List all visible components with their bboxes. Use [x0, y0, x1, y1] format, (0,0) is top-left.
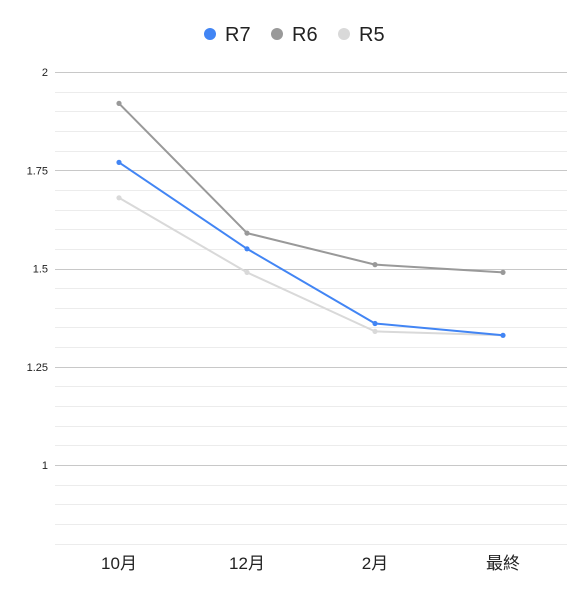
data-point	[372, 328, 378, 334]
y-tick-label: 1.25	[27, 362, 48, 374]
legend-label: R5	[359, 24, 385, 46]
data-point	[372, 320, 378, 327]
series-R5	[116, 195, 506, 338]
x-tick-label: 12月	[229, 554, 265, 573]
legend-item-R5: R5	[338, 24, 385, 46]
y-tick-label: 2	[42, 67, 48, 79]
x-tick-label: 2月	[362, 554, 388, 573]
data-point	[244, 246, 250, 252]
y-tick-label: 1	[42, 460, 48, 472]
series-line	[118, 161, 504, 337]
data-point	[244, 230, 250, 236]
data-point	[372, 262, 378, 268]
legend-marker	[204, 28, 216, 40]
data-point	[116, 100, 122, 106]
series-lines	[116, 100, 506, 338]
y-tick-label: 1.5	[33, 264, 48, 276]
gridlines	[55, 72, 567, 545]
y-axis-ticks: 1 1.25 1.5 1.75 2	[27, 67, 48, 472]
legend-marker	[338, 28, 350, 40]
legend-marker	[271, 28, 283, 40]
legend-item-R6: R6	[271, 24, 318, 46]
x-tick-label: 10月	[101, 554, 137, 573]
series-R7	[116, 159, 506, 338]
x-axis-ticks: 10月 12月 2月 最終	[101, 554, 520, 573]
legend-label: R7	[225, 24, 251, 46]
data-point	[500, 269, 506, 275]
series-R6	[116, 100, 506, 275]
data-point	[116, 195, 122, 201]
legend-item-R7: R7	[204, 24, 251, 46]
y-tick-label: 1.75	[27, 165, 48, 177]
data-point	[244, 269, 250, 275]
x-tick-label: 最終	[486, 554, 520, 573]
legend-label: R6	[292, 24, 318, 46]
series-line	[118, 196, 504, 337]
data-point	[500, 332, 506, 338]
series-line	[118, 102, 504, 274]
data-point	[116, 159, 122, 165]
legend: R7 R6 R5	[204, 24, 385, 46]
